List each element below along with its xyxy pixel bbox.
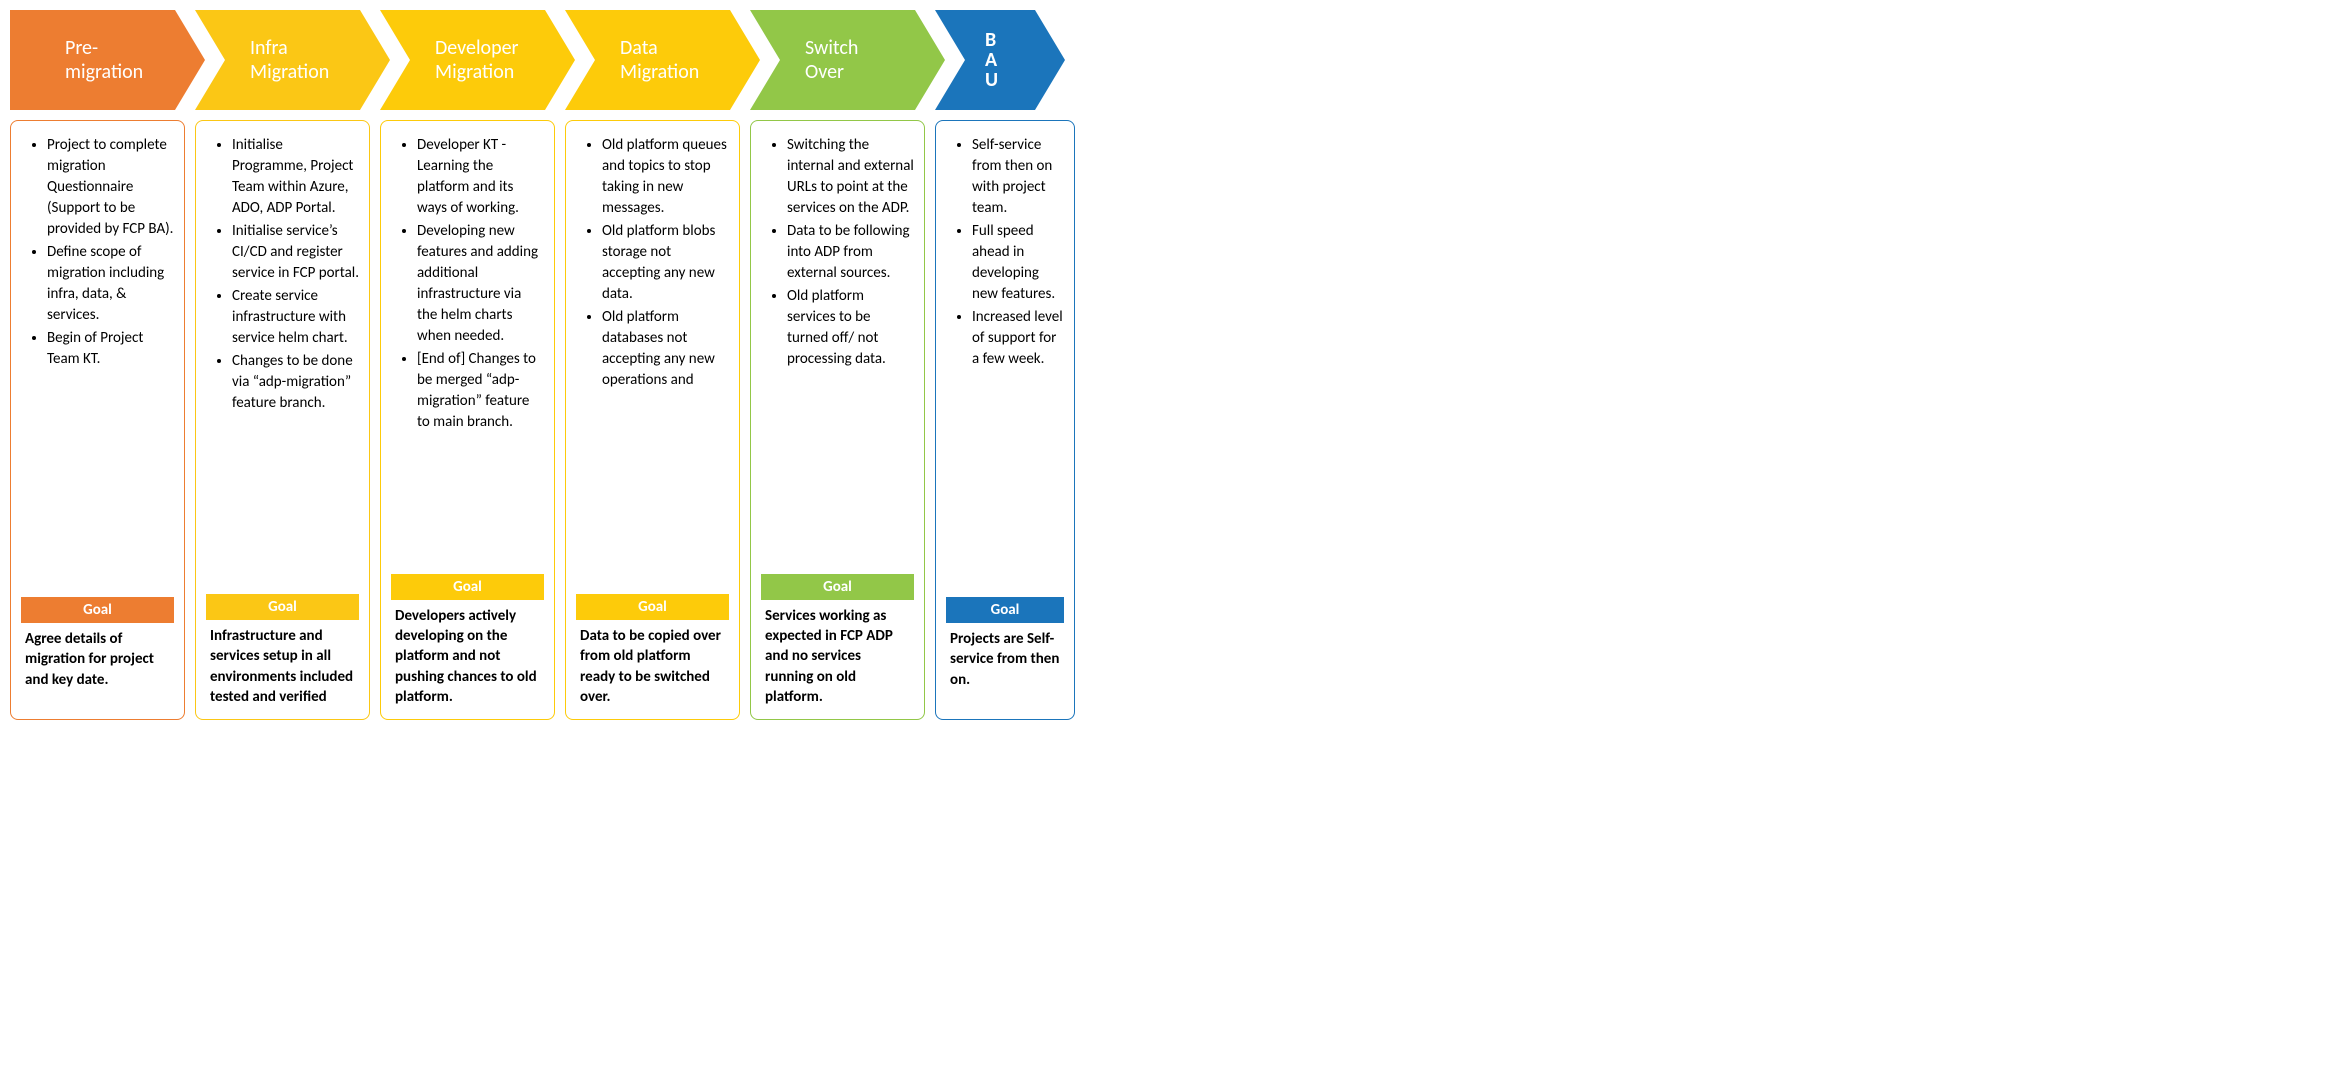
bullet-item: Developing new features and adding addit… [417,221,544,347]
goal-label-bar: Goal [761,574,914,600]
bullet-item: Switching the internal and external URLs… [787,135,914,219]
stage-card-data-migration: Old platform queues and topics to stop t… [565,120,740,720]
chevron-bau: B A U [935,10,1065,110]
goal-text: Infrastructure and services setup in all… [206,620,359,709]
chevron-title: Data Migration [620,36,699,84]
goal-text: Services working as expected in FCP ADP … [761,600,914,709]
chevron-row: Pre- migration Infra Migration Developer M… [10,10,1580,110]
bullet-item: Self-service from then on with project t… [972,135,1064,219]
chevron-infra-migration: Infra Migration [195,10,390,110]
stage-card-bau: Self-service from then on with project t… [935,120,1075,720]
bullet-item: Increased level of support for a few wee… [972,307,1064,370]
stage-bullets: Switching the internal and external URLs… [761,135,914,574]
stage-bullets: Self-service from then on with project t… [946,135,1064,597]
chevron-title: Infra Migration [250,36,329,84]
bullet-item: Project to complete migration Questionna… [47,135,174,240]
bullet-item: Full speed ahead in developing new featu… [972,221,1064,305]
chevron-title: Pre- migration [65,36,143,84]
bullet-item: Old platform databases not accepting any… [602,307,729,391]
chevron-title: B A U [985,30,998,90]
stage-bullets: Project to complete migration Questionna… [21,135,174,597]
stage-bullets: Old platform queues and topics to stop t… [576,135,729,594]
stage-card-pre-migration: Project to complete migration Questionna… [10,120,185,720]
goal-label-bar: Goal [206,594,359,620]
goal-text: Projects are Self-service from then on. [946,623,1064,709]
stage-bullets: Initialise Programme, Project Team withi… [206,135,359,594]
bullet-item: Initialise Programme, Project Team withi… [232,135,359,219]
stage-card-infra-migration: Initialise Programme, Project Team withi… [195,120,370,720]
bullet-item: [End of] Changes to be merged “adp-migra… [417,349,544,433]
bullet-item: Changes to be done via “adp-migration” f… [232,351,359,414]
goal-label-bar: Goal [391,574,544,600]
cards-row: Project to complete migration Questionna… [10,120,1580,720]
bullet-item: Old platform services to be turned off/ … [787,286,914,370]
goal-label-bar: Goal [21,597,174,623]
bullet-item: Begin of Project Team KT. [47,328,174,370]
bullet-item: Create service infrastructure with servi… [232,286,359,349]
chevron-developer-migration: Developer Migration [380,10,575,110]
bullet-item: Initialise service’s CI/CD and register … [232,221,359,284]
bullet-item: Old platform blobs storage not accepting… [602,221,729,305]
goal-text: Data to be copied over from old platform… [576,620,729,709]
goal-text: Agree details of migration for project a… [21,623,174,709]
goal-label-bar: Goal [946,597,1064,623]
migration-process-diagram: Pre- migration Infra Migration Developer M… [10,10,1580,740]
goal-label-bar: Goal [576,594,729,620]
goal-text: Developers actively developing on the pl… [391,600,544,709]
bullet-item: Data to be following into ADP from exter… [787,221,914,284]
stage-card-switch-over: Switching the internal and external URLs… [750,120,925,720]
bullet-item: Old platform queues and topics to stop t… [602,135,729,219]
chevron-pre-migration: Pre- migration [10,10,205,110]
stage-card-developer-migration: Developer KT - Learning the platform and… [380,120,555,720]
chevron-switch-over: Switch Over [750,10,945,110]
chevron-title: Developer Migration [435,36,519,84]
chevron-title: Switch Over [805,36,858,84]
chevron-data-migration: Data Migration [565,10,760,110]
bullet-item: Developer KT - Learning the platform and… [417,135,544,219]
stage-bullets: Developer KT - Learning the platform and… [391,135,544,574]
bullet-item: Define scope of migration including infr… [47,242,174,326]
